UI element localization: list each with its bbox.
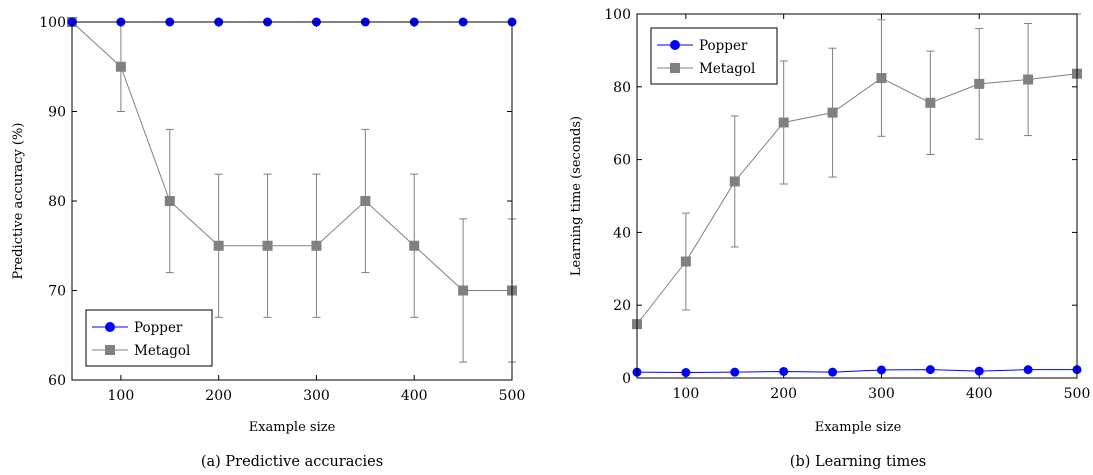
panel-b-popper-point-2 <box>730 367 740 377</box>
panel-b-metagol-point-2 <box>729 176 740 187</box>
panel-a-tick-labels: 100 200 300 400 500 60 70 80 90 100 <box>39 15 525 404</box>
panel-b-y-tick-label-4: 80 <box>613 80 631 96</box>
panel-a-x-tick-label-0: 100 <box>108 388 135 404</box>
panel-b-popper-point-5 <box>876 365 886 375</box>
panel-b-series-popper <box>632 365 1082 378</box>
panel-a-metagol-point-2 <box>164 196 175 206</box>
panel-b-popper-point-6 <box>925 365 935 375</box>
chart-panel-b: 100 200 300 400 500 0 20 40 60 80 100 Example size… <box>569 7 1090 470</box>
panel-a-legend-popper-label: Popper <box>134 320 183 336</box>
panel-a-metagol-line <box>71 21 512 291</box>
panel-a-legend: Popper Metagol <box>85 309 213 367</box>
panel-b-popper-point-1 <box>681 368 691 378</box>
panel-b-x-tick-label-1: 200 <box>770 386 797 402</box>
panel-a-metagol-point-7 <box>409 240 420 251</box>
panel-b-popper-point-7 <box>974 366 984 376</box>
panel-a-x-axis-label: Example size <box>249 420 336 435</box>
panel-a-legend-metagol-label: Metagol <box>134 343 190 359</box>
panel-b-x-tick-label-4: 500 <box>1064 386 1091 402</box>
panel-a-metagol-point-4 <box>262 240 273 251</box>
panel-b-metagol-point-5 <box>876 73 887 84</box>
panel-a-y-tick-label-1: 70 <box>48 284 66 300</box>
panel-b-plot-frame <box>636 13 1078 379</box>
panel-b-metagol-point-6 <box>925 97 936 108</box>
panel-b-y-tick-label-0: 0 <box>622 371 631 387</box>
panel-b-legend: Popper Metagol <box>650 27 778 85</box>
panel-b-x-axis-label: Example size <box>815 420 902 435</box>
panel-a-x-tick-label-3: 400 <box>401 388 428 404</box>
panel-b-x-tick-label-0: 100 <box>673 386 700 402</box>
panel-b-metagol-point-4 <box>827 107 838 118</box>
panel-a-legend-box <box>85 309 213 367</box>
panel-a-metagol-point-8 <box>458 285 469 296</box>
panel-b-legend-metagol-marker <box>670 63 680 73</box>
panel-b-metagol-point-1 <box>680 256 691 267</box>
panel-b-popper-point-4 <box>828 367 838 377</box>
panel-a-metagol-point-5 <box>311 240 322 251</box>
panel-a-legend-popper-marker <box>105 322 115 332</box>
panel-b-legend-box <box>650 27 778 85</box>
panel-b-metagol-point-8 <box>1023 74 1034 85</box>
panel-a-metagol-point-1 <box>115 61 126 72</box>
panel-b-metagol-point-3 <box>778 117 789 128</box>
panel-a-y-axis-label: Predictive accuracy (%) <box>11 123 26 280</box>
panel-b-metagol-point-7 <box>974 78 985 89</box>
panel-a-metagol-point-6 <box>360 196 371 206</box>
panel-a-plot-frame <box>71 21 513 381</box>
panel-b-tick-labels: 100 200 300 400 500 0 20 40 60 80 100 <box>604 7 1090 402</box>
panel-a-y-tick-label-2: 80 <box>48 194 66 210</box>
panel-b-x-tick-label-3: 400 <box>966 386 993 402</box>
panel-b-legend-popper-label: Popper <box>699 38 748 54</box>
panel-b-x-tick-label-2: 300 <box>868 386 895 402</box>
panel-a-legend-metagol-marker <box>105 345 115 355</box>
panel-a-metagol-point-3 <box>213 240 224 251</box>
panel-a-y-tick-label-0: 60 <box>48 373 66 389</box>
panel-a-x-tick-label-4: 500 <box>499 388 526 404</box>
panel-b-popper-point-3 <box>779 366 789 376</box>
panel-b-popper-point-8 <box>1023 365 1033 375</box>
panel-b-y-tick-label-5: 100 <box>604 7 631 23</box>
panel-b-y-tick-label-1: 20 <box>613 298 631 314</box>
panel-a-y-tick-label-3: 90 <box>48 105 66 121</box>
panel-b-caption: (b) Learning times <box>790 454 926 470</box>
panel-b-legend-metagol-label: Metagol <box>699 61 755 77</box>
panel-a-y-tick-label-4: 100 <box>39 15 66 31</box>
panel-a-x-tick-label-2: 300 <box>303 388 330 404</box>
panel-b-popper-line <box>636 369 1077 374</box>
panel-a-caption: (a) Predictive accuracies <box>201 454 383 470</box>
panel-b-y-tick-label-3: 60 <box>613 153 631 169</box>
panel-b-y-axis-label: Learning time (seconds) <box>569 116 584 276</box>
panel-b-legend-popper-marker <box>670 40 680 50</box>
panel-b-metagol-line <box>636 73 1078 325</box>
panel-a-x-tick-label-1: 200 <box>205 388 232 404</box>
panel-b-y-tick-label-2: 40 <box>613 225 631 241</box>
